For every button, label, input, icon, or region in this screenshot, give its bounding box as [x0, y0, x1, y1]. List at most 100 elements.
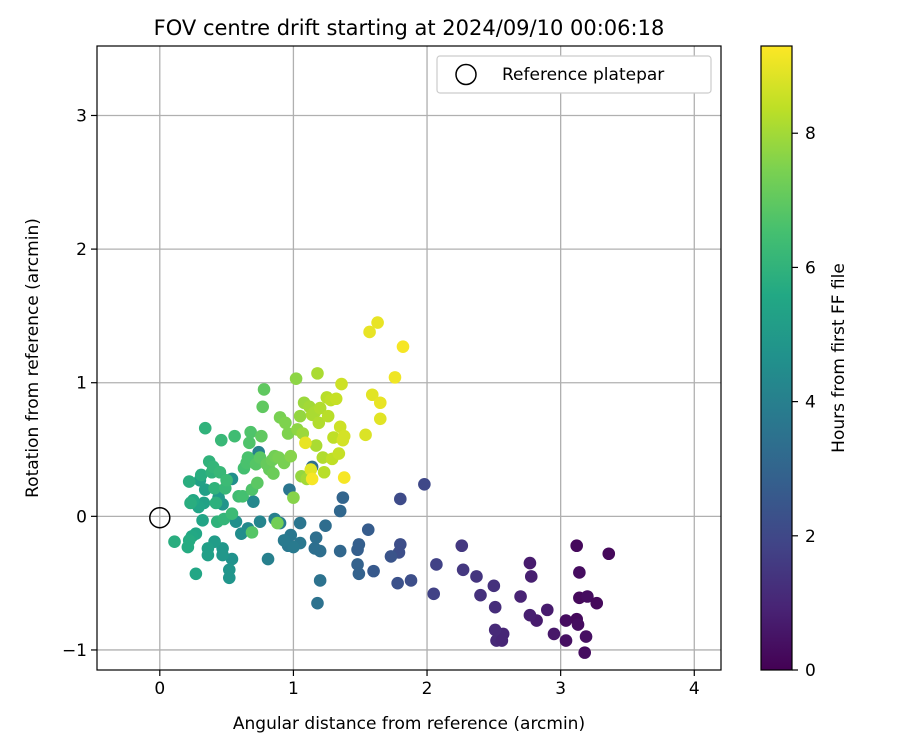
data-point [208, 481, 221, 495]
data-point [305, 472, 319, 486]
data-point [427, 587, 441, 601]
data-point [299, 436, 312, 450]
data-point [216, 548, 229, 562]
data-point [373, 412, 387, 426]
data-point [524, 570, 538, 583]
data-point [304, 463, 318, 476]
data-point [198, 421, 212, 435]
data-point [329, 392, 343, 406]
data-point [578, 646, 592, 659]
data-point [293, 409, 307, 423]
data-point [321, 409, 335, 423]
colorbar-tick-label: 8 [805, 124, 816, 144]
colorbar-ticks: 0 2 4 6 8 [792, 124, 816, 681]
data-point [430, 558, 443, 571]
chart-title: FOV centre drift starting at 2024/09/10 … [154, 16, 665, 40]
y-tick-label: 3 [76, 106, 87, 126]
data-point [456, 563, 470, 577]
colorbar-label: Hours from first FF file [829, 263, 849, 453]
data-point [495, 634, 509, 647]
data-point [523, 608, 537, 622]
data-point [351, 558, 364, 571]
data-point [488, 600, 502, 614]
data-point [311, 596, 324, 610]
data-point [559, 634, 573, 647]
data-point [244, 425, 257, 439]
y-axis-label: Rotation from reference (arcmin) [23, 218, 43, 498]
data-point [333, 544, 347, 558]
data-point [579, 630, 593, 643]
x-tick-label: 0 [154, 679, 165, 699]
data-point [251, 476, 264, 490]
data-point [581, 590, 594, 603]
data-point [228, 429, 241, 443]
data-point [333, 504, 347, 518]
legend-box [436, 55, 712, 94]
data-point [488, 623, 502, 637]
colorbar-tick-label: 0 [805, 661, 816, 681]
data-point [284, 449, 298, 463]
data-point [235, 527, 248, 541]
colorbar-tick-label: 4 [805, 393, 816, 413]
data-point [336, 491, 350, 504]
data-point [590, 596, 604, 610]
data-point [289, 372, 303, 386]
data-point [209, 496, 223, 510]
data-point [279, 416, 292, 430]
data-point [214, 433, 228, 447]
data-point [247, 495, 260, 508]
data-point [373, 396, 387, 410]
colorbar: 0 2 4 6 8 Hours from first FF file [760, 45, 849, 681]
data-point [267, 467, 280, 480]
data-point [394, 492, 407, 506]
data-point [455, 539, 469, 553]
data-point [196, 514, 209, 527]
data-point [351, 543, 364, 557]
data-point [570, 539, 583, 553]
data-point [337, 429, 351, 443]
data-point [255, 429, 268, 443]
data-point [201, 548, 215, 562]
data-point [168, 535, 181, 549]
data-point [277, 534, 291, 547]
x-tick-label: 2 [422, 679, 433, 699]
colorbar-tick-label: 2 [805, 527, 816, 547]
data-point [313, 401, 327, 415]
data-point [309, 439, 323, 452]
data-point [319, 519, 332, 532]
data-points [168, 316, 616, 659]
data-point [182, 475, 196, 488]
data-point [571, 618, 585, 631]
data-point [287, 491, 300, 504]
y-axis-ticks: −1 0 1 2 3 [62, 106, 97, 661]
data-point [271, 516, 284, 530]
y-tick-label: −1 [62, 641, 87, 661]
data-point [236, 489, 249, 503]
data-point [309, 531, 323, 545]
data-point [361, 523, 375, 537]
data-point [293, 516, 307, 530]
data-point [523, 556, 537, 570]
data-point [371, 316, 384, 329]
data-point [189, 567, 203, 581]
data-point [313, 574, 327, 587]
data-point [559, 614, 573, 627]
data-point [257, 383, 271, 396]
data-point [184, 496, 197, 510]
data-point [311, 367, 324, 380]
data-point [384, 550, 398, 563]
data-point [222, 571, 236, 585]
legend-reference-icon [455, 63, 477, 86]
legend: Reference platepar [436, 55, 712, 94]
data-point [487, 579, 501, 593]
data-point [540, 603, 554, 617]
data-point [363, 325, 376, 339]
data-point [337, 471, 351, 484]
data-point [396, 340, 410, 353]
data-point [470, 570, 483, 583]
y-tick-label: 0 [76, 507, 87, 527]
data-point [367, 564, 380, 578]
data-point [256, 400, 269, 414]
x-axis-ticks: 0 1 2 3 4 [154, 670, 700, 699]
data-point [225, 507, 239, 520]
